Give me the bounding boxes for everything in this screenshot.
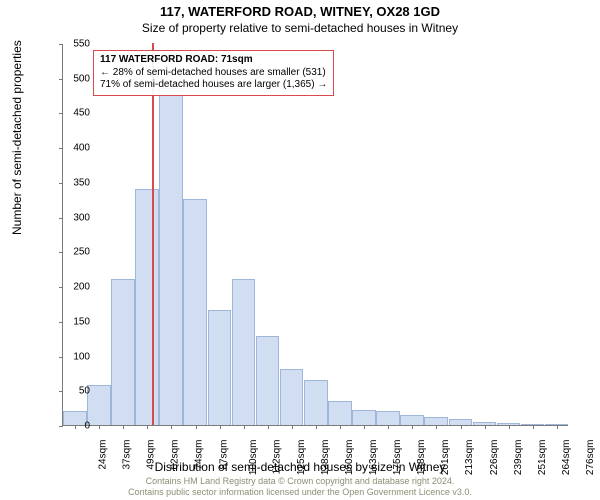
y-tick-label: 500 [60, 73, 90, 84]
histogram-bar [424, 417, 448, 425]
y-tick-label: 0 [60, 421, 90, 432]
y-tick-label: 100 [60, 351, 90, 362]
x-tick-mark [292, 425, 293, 429]
x-tick-mark [436, 425, 437, 429]
x-tick-mark [196, 425, 197, 429]
x-tick-mark [340, 425, 341, 429]
x-tick-mark [412, 425, 413, 429]
y-tick-label: 350 [60, 177, 90, 188]
y-tick-label: 250 [60, 247, 90, 258]
histogram-bar [376, 411, 400, 425]
y-tick-label: 150 [60, 316, 90, 327]
histogram-bar [352, 410, 376, 425]
x-tick-mark [123, 425, 124, 429]
y-tick-label: 50 [60, 386, 90, 397]
x-tick-mark [316, 425, 317, 429]
x-tick-mark [268, 425, 269, 429]
page-title: 117, WATERFORD ROAD, WITNEY, OX28 1GD [0, 0, 600, 19]
histogram-bar [111, 279, 135, 425]
x-tick-mark [557, 425, 558, 429]
histogram-bar [400, 415, 424, 425]
info-line-larger: 71% of semi-detached houses are larger (… [100, 79, 327, 92]
histogram-bar [232, 279, 256, 425]
histogram-bar [87, 385, 111, 425]
x-tick-mark [220, 425, 221, 429]
y-tick-label: 450 [60, 108, 90, 119]
x-tick-mark [485, 425, 486, 429]
histogram-bar [208, 310, 232, 425]
y-tick-label: 550 [60, 39, 90, 50]
page-subtitle: Size of property relative to semi-detach… [0, 19, 600, 35]
histogram-bar [183, 199, 207, 425]
info-line-size: 117 WATERFORD ROAD: 71sqm [100, 54, 327, 67]
y-tick-label: 200 [60, 282, 90, 293]
footer-line2: Contains public sector information licen… [0, 487, 600, 498]
info-line-smaller: ← 28% of semi-detached houses are smalle… [100, 67, 327, 80]
histogram-bar [304, 380, 328, 425]
x-tick-mark [388, 425, 389, 429]
y-tick-label: 400 [60, 143, 90, 154]
histogram-bar [135, 189, 159, 425]
x-tick-mark [509, 425, 510, 429]
x-tick-mark [147, 425, 148, 429]
footer-attribution: Contains HM Land Registry data © Crown c… [0, 476, 600, 498]
plot-area: 24sqm37sqm49sqm62sqm74sqm87sqm100sqm112s… [62, 44, 568, 426]
x-axis-label: Distribution of semi-detached houses by … [0, 460, 600, 474]
y-tick-label: 300 [60, 212, 90, 223]
histogram-bar [256, 336, 280, 425]
histogram-bar [328, 401, 352, 425]
x-tick-mark [99, 425, 100, 429]
x-tick-mark [364, 425, 365, 429]
x-tick-mark [461, 425, 462, 429]
x-tick-mark [171, 425, 172, 429]
histogram-bar [280, 369, 304, 425]
x-tick-mark [533, 425, 534, 429]
histogram-bar [159, 88, 183, 425]
chart-area: 24sqm37sqm49sqm62sqm74sqm87sqm100sqm112s… [62, 44, 568, 426]
y-axis-label: Number of semi-detached properties [10, 40, 24, 235]
footer-line1: Contains HM Land Registry data © Crown c… [0, 476, 600, 487]
property-info-box: 117 WATERFORD ROAD: 71sqm← 28% of semi-d… [93, 50, 334, 96]
x-tick-mark [244, 425, 245, 429]
property-marker-line [152, 43, 154, 425]
